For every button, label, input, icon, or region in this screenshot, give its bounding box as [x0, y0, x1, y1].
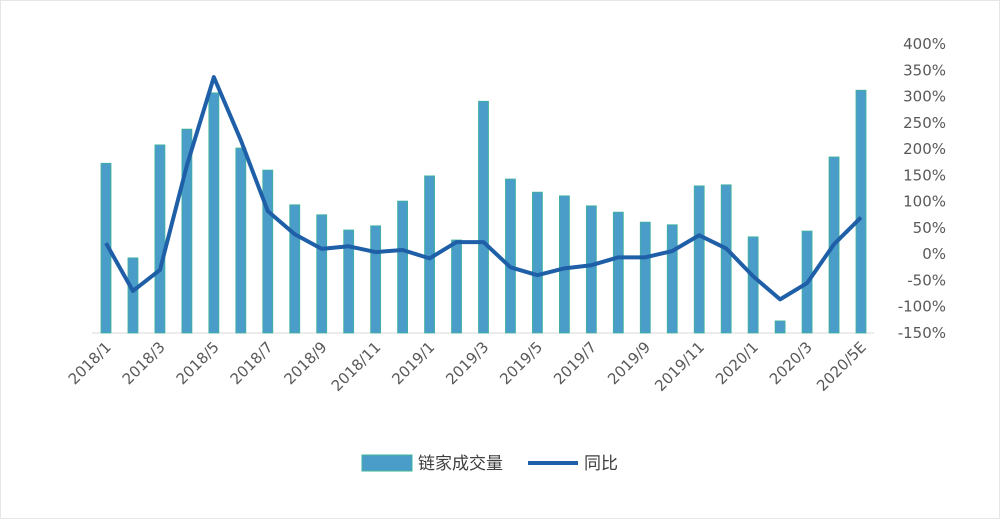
- bar: [612, 211, 624, 334]
- y2-tick-label: 350%: [903, 61, 946, 79]
- bar: [478, 100, 489, 334]
- bar: [532, 191, 543, 334]
- bar: [666, 224, 678, 334]
- bar: [397, 200, 409, 334]
- line: [104, 75, 863, 302]
- bar: [181, 128, 193, 334]
- bar: [747, 236, 759, 334]
- bar: [505, 178, 516, 334]
- bar: [639, 221, 651, 334]
- legend-label: 同比: [584, 454, 618, 474]
- y2-tick-label: -50%: [907, 271, 946, 289]
- bar: [774, 320, 786, 334]
- y2-tick-label: 400%: [903, 35, 946, 53]
- y2-tick-label: 0%: [922, 245, 946, 263]
- y2-tick-label: -100%: [898, 298, 946, 316]
- y2-tick-label: 100%: [903, 193, 946, 211]
- bar: [855, 89, 867, 334]
- bar: [208, 92, 220, 334]
- bar: [585, 205, 597, 334]
- bar: [154, 144, 166, 334]
- bar: [558, 195, 570, 334]
- bar: [693, 185, 705, 334]
- bar: [262, 169, 274, 334]
- bar: [451, 239, 462, 334]
- legend-label: 链家成交量: [418, 454, 503, 474]
- legend-swatch: [361, 454, 413, 472]
- y2-tick-label: 200%: [903, 140, 946, 158]
- y2-tick-label: 150%: [903, 166, 946, 184]
- y2-tick-label: -150%: [898, 324, 946, 342]
- bar: [343, 229, 355, 334]
- bar: [289, 204, 301, 334]
- bar: [235, 147, 247, 334]
- bar: [720, 184, 732, 334]
- bar: [370, 225, 382, 334]
- bar: [127, 257, 139, 334]
- bar: [316, 214, 328, 334]
- y2-tick-label: 300%: [903, 88, 946, 106]
- y2-tick-label: 250%: [903, 114, 946, 132]
- y2-tick-label: 50%: [913, 219, 946, 237]
